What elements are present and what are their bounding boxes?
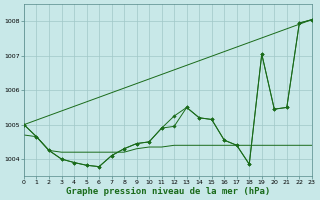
X-axis label: Graphe pression niveau de la mer (hPa): Graphe pression niveau de la mer (hPa) <box>66 187 270 196</box>
